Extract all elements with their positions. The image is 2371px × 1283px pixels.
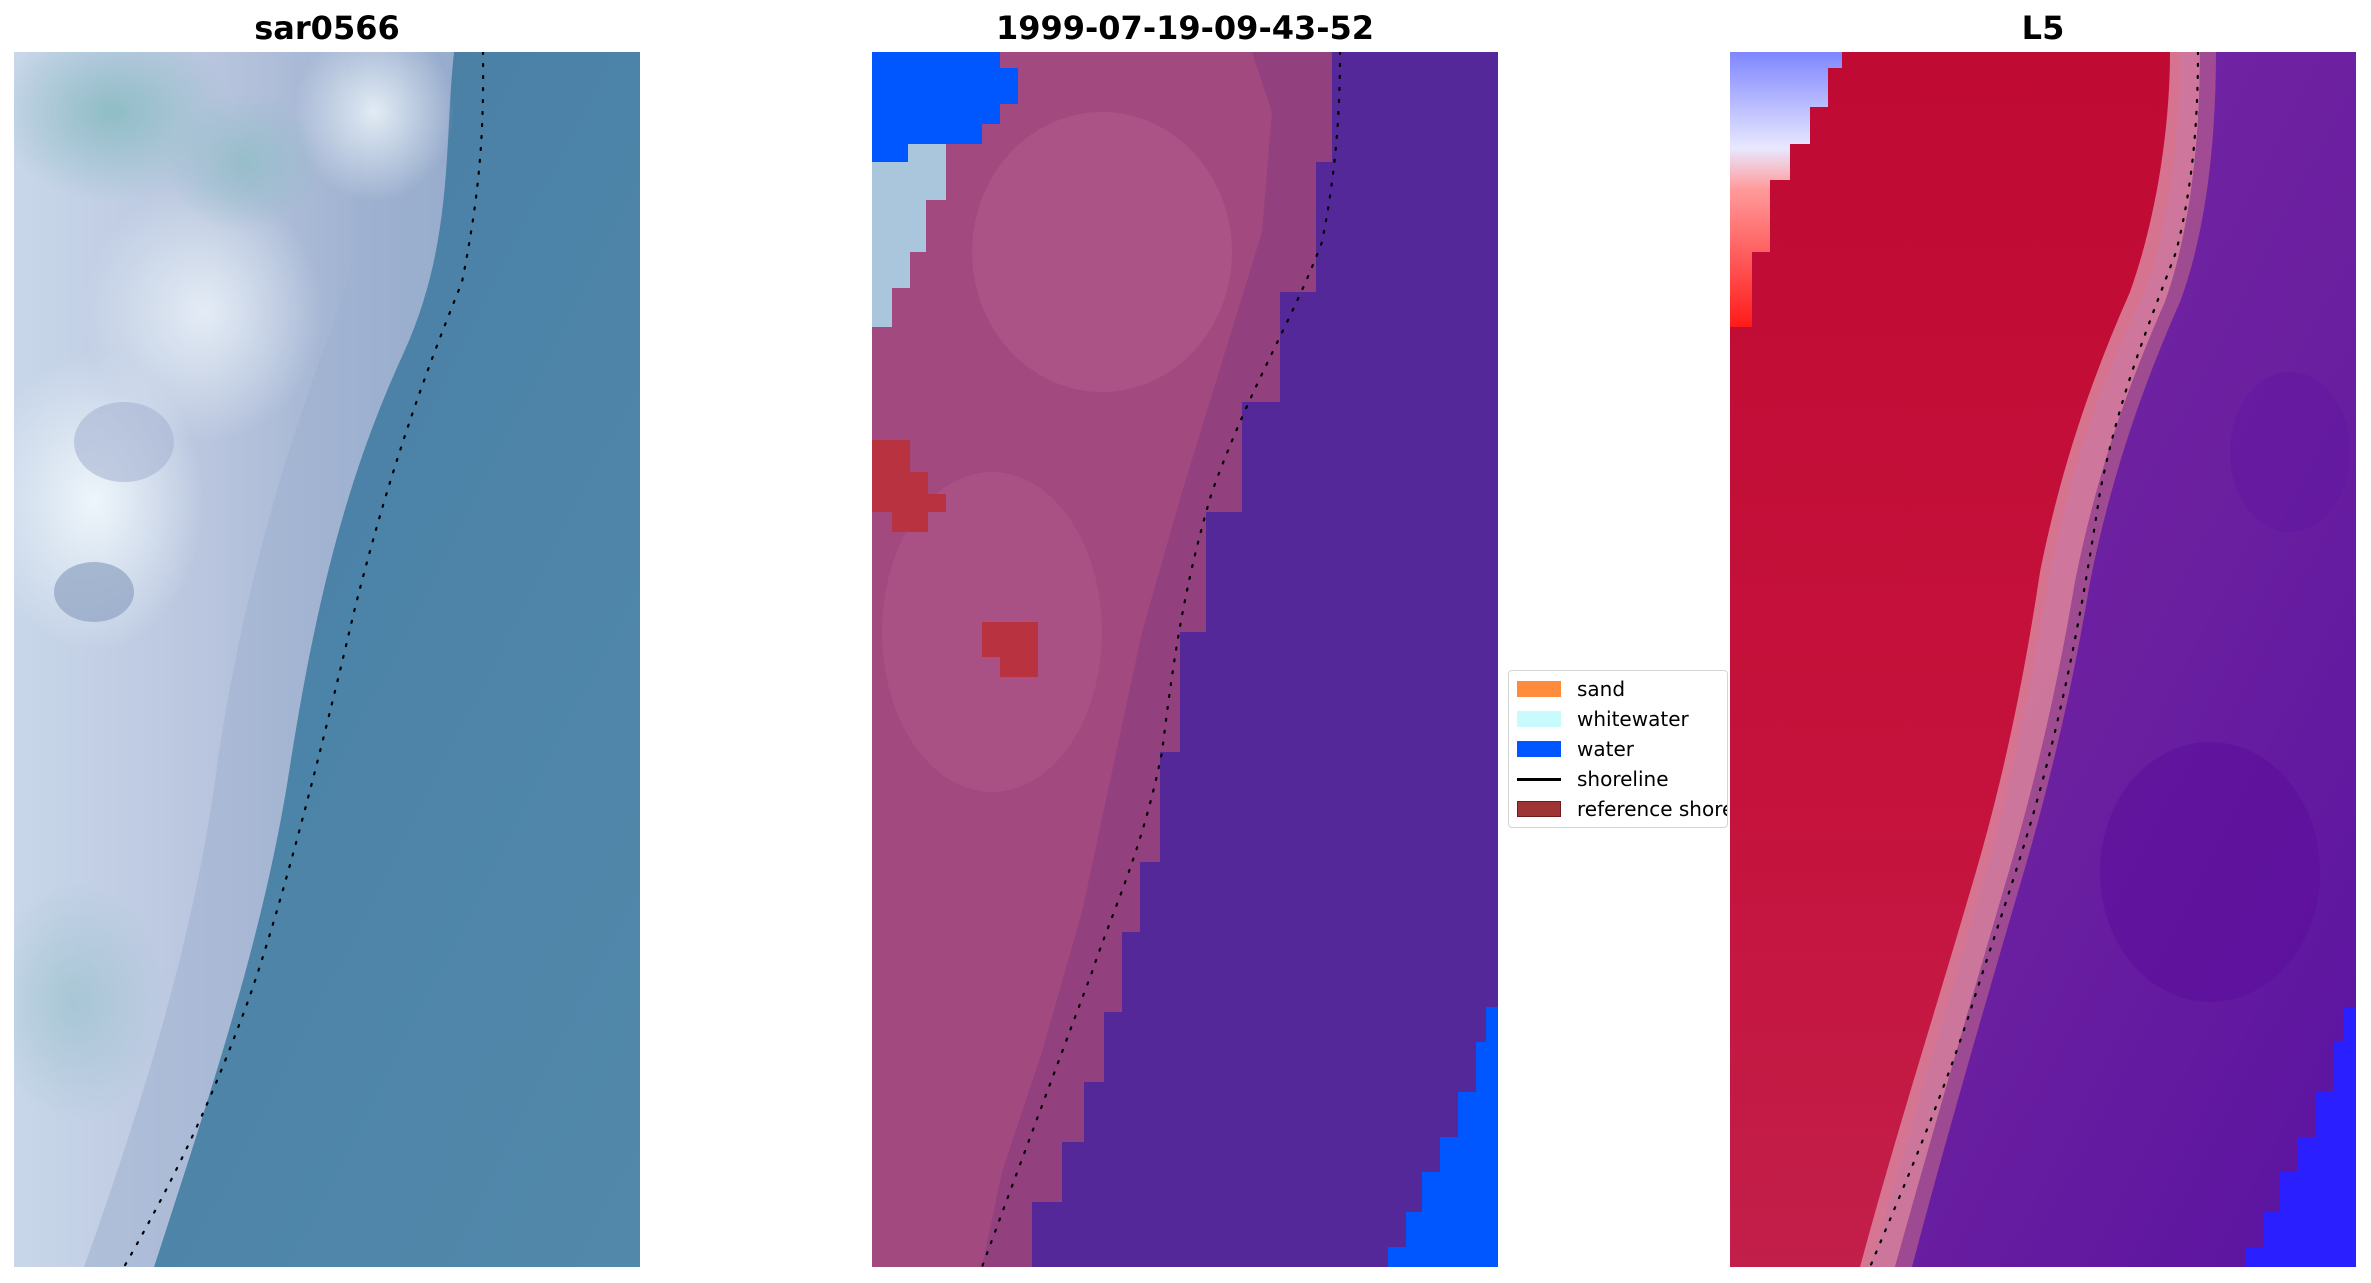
legend-item-whitewater: whitewater: [1517, 705, 1689, 733]
panel-title-rgb: sar0566: [254, 9, 400, 47]
shoreline-line-swatch: [1517, 777, 1561, 781]
whitewater-swatch: [1517, 711, 1561, 727]
water-index-area: [2246, 1007, 2356, 1267]
legend-label: shoreline: [1577, 767, 1669, 791]
shoreline: [980, 52, 1342, 1267]
legend-label: sand: [1577, 677, 1626, 701]
reference-shoreline-patch: [982, 622, 1038, 677]
legend-item-reference-shoreline: reference shoreline: [1517, 795, 1727, 823]
legend: sand whitewater water shoreline referenc…: [1508, 670, 1728, 828]
rgb-image-panel: [14, 52, 640, 1267]
legend-label: reference shoreline: [1577, 797, 1727, 821]
sand-class-edge: [982, 52, 1332, 1267]
teal-patch: [164, 92, 324, 232]
land-index-area: [1730, 52, 2180, 1267]
corner-anomaly: [1730, 52, 1842, 327]
index-panel: [1730, 52, 2356, 1267]
surf-zone: [84, 52, 454, 1267]
classification-panel: [872, 52, 1498, 1267]
transition-band: [1860, 52, 2200, 1267]
whitewater-patch: [84, 182, 324, 442]
reference-shoreline-patch: [872, 440, 946, 532]
panel-title-index: L5: [2021, 9, 2065, 47]
sand-class-area: [872, 52, 1332, 1267]
sea-index-texture: [2230, 372, 2350, 532]
legend-item-water: water: [1517, 735, 1634, 763]
legend-label: whitewater: [1577, 707, 1689, 731]
water-class-area-sea: [1388, 1007, 1498, 1267]
whitewater-patch: [294, 52, 454, 202]
shadow-patch: [54, 562, 134, 622]
shoreline: [1868, 52, 2200, 1267]
sea-index-texture: [2100, 742, 2320, 1002]
panel-title-classification: 1999-07-19-09-43-52: [995, 9, 1375, 47]
legend-item-shoreline: shoreline: [1517, 765, 1669, 793]
whitewater-class-area: [872, 144, 946, 327]
water-swatch: [1517, 741, 1561, 757]
sand-class-highlight: [972, 112, 1232, 392]
shadow-patch: [74, 402, 174, 482]
legend-label: water: [1577, 737, 1634, 761]
legend-item-sand: sand: [1517, 675, 1625, 703]
teal-patch: [14, 882, 164, 1122]
water-class-area: [872, 52, 1018, 162]
reference-shoreline-swatch: [1517, 801, 1561, 817]
sand-swatch: [1517, 681, 1561, 697]
